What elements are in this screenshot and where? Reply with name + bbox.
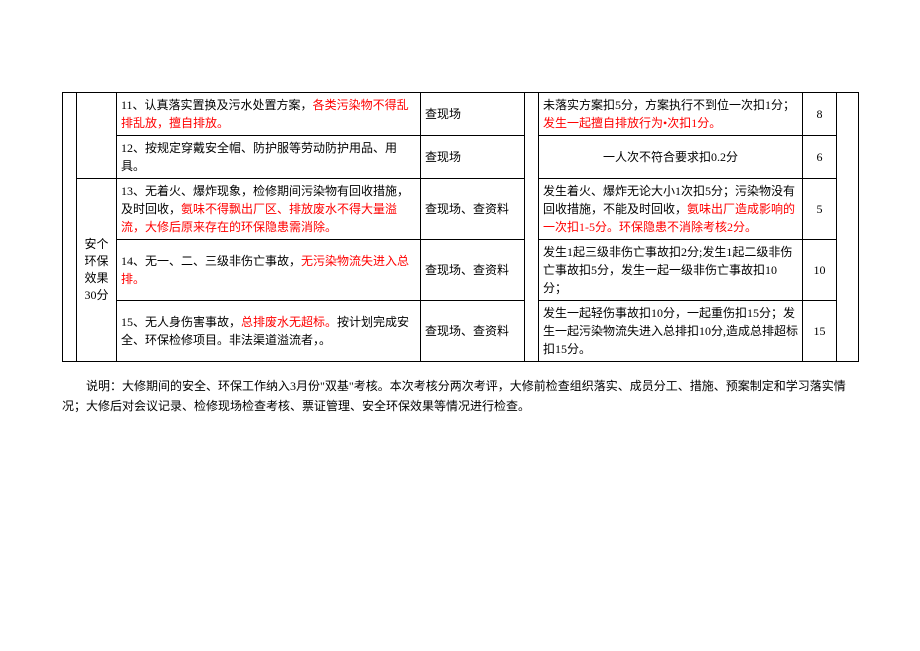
cell-desc: 13、无着火、爆炸现象，检修期间污染物有回收措施，及时回收，氨味不得飘出厂区、排… [117,179,421,240]
cell-desc: 14、无一、二、三级非伤亡事故，无污染物流失进入总排。 [117,240,421,301]
cell-group-label: 安个环保效果30分 [77,179,117,362]
cell-rule: 发生1起三级非伤亡事故扣2分;发生1起二级非伤亡事故扣5分，发生一起一级非伤亡事… [539,240,803,301]
cell-desc: 12、按规定穿戴安全帽、防护服等劳动防护用品、用具。 [117,136,421,179]
table-row: 14、无一、二、三级非伤亡事故，无污染物流失进入总排。 查现场、查资料 发生1起… [63,240,859,301]
rule-plain: 未落实方案扣5分，方案执行不到位一次扣1分； [543,98,795,112]
cell-method: 查现场 [421,93,525,136]
cell-rule: 发生一起轻伤事故扣10分，一起重伤扣15分；发生一起污染物流失进入总排扣10分,… [539,301,803,362]
desc-plain: 12、按规定穿戴安全帽、防护服等劳动防护用品、用具。 [121,141,397,173]
cell-blank-mid [525,93,539,362]
assessment-table: 11、认真落实置换及污水处置方案，各类污染物不得乱排乱放，擅自排放。 查现场 未… [62,92,859,362]
desc-plain: 11、认真落实置换及污水处置方案， [121,98,313,112]
cell-rule: 一人次不符合要求扣0.2分 [539,136,803,179]
table-row: 15、无人身伤害事故，总排废水无超标。按计划完成安全、环保检修项目。非法渠道溢流… [63,301,859,362]
cell-rule: 未落实方案扣5分，方案执行不到位一次扣1分； 发生一起擅自排放行为•次扣1分。 [539,93,803,136]
cell-score: 8 [803,93,837,136]
cell-blank-left [63,93,77,362]
rule-plain: 一人次不符合要求扣0.2分 [603,150,738,164]
page-container: 11、认真落实置换及污水处置方案，各类污染物不得乱排乱放，擅自排放。 查现场 未… [0,0,920,651]
desc-plain: 14、无一、二、三级非伤亡事故， [121,254,301,268]
cell-method: 查现场、查资料 [421,240,525,301]
cell-score: 10 [803,240,837,301]
cell-method: 查现场 [421,136,525,179]
cell-score: 15 [803,301,837,362]
desc-red: 总排废水无超标。 [241,315,337,329]
cell-desc: 15、无人身伤害事故，总排废水无超标。按计划完成安全、环保检修项目。非法渠道溢流… [117,301,421,362]
cell-method: 查现场、查资料 [421,301,525,362]
table-row: 安个环保效果30分 13、无着火、爆炸现象，检修期间污染物有回收措施，及时回收，… [63,179,859,240]
table-row: 11、认真落实置换及污水处置方案，各类污染物不得乱排乱放，擅自排放。 查现场 未… [63,93,859,136]
footnote-text: 说明：大修期间的安全、环保工作纳入3月份"双基"考核。本次考核分两次考评，大修前… [62,376,858,417]
cell-rule: 发生着火、爆炸无论大小1次扣5分；污染物没有回收措施，不能及时回收，氨味出厂造成… [539,179,803,240]
cell-blank-group-upper [77,93,117,179]
cell-method: 查现场、查资料 [421,179,525,240]
rule-plain: 发生一起轻伤事故扣10分，一起重伤扣15分；发生一起污染物流失进入总排扣10分,… [543,306,798,356]
cell-score: 5 [803,179,837,240]
cell-desc: 11、认真落实置换及污水处置方案，各类污染物不得乱排乱放，擅自排放。 [117,93,421,136]
cell-score: 6 [803,136,837,179]
rule-plain: 发生1起三级非伤亡事故扣2分;发生1起二级非伤亡事故扣5分，发生一起一级非伤亡事… [543,245,792,295]
table-row: 12、按规定穿戴安全帽、防护服等劳动防护用品、用具。 查现场 一人次不符合要求扣… [63,136,859,179]
desc-plain: 15、无人身伤害事故， [121,315,241,329]
rule-red: 发生一起擅自排放行为•次扣1分。 [543,116,721,130]
cell-blank-right [837,93,859,362]
